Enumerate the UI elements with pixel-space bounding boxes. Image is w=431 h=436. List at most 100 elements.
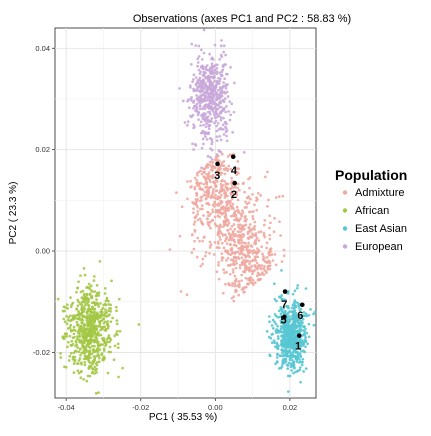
point-european [210,97,214,101]
point-admixture [241,235,245,239]
point-admixture [237,257,241,261]
point-european [210,142,214,146]
point-admixture [219,173,223,176]
point-african [103,286,107,290]
point-african [67,359,71,362]
point-admixture [196,173,199,177]
point-european [202,98,205,101]
point-admixture [223,215,227,218]
point-admixture [218,191,221,195]
point-admixture [254,255,258,258]
point-european [209,156,212,159]
point-admixture [191,201,195,204]
point-admixture [228,153,232,157]
point-african [108,307,111,310]
point-african [89,341,92,345]
point-east-asian [312,312,315,316]
point-european [193,89,197,92]
point-east-asian [289,346,293,350]
point-european [205,138,209,141]
point-african [78,334,82,338]
point-admixture [250,235,254,239]
point-admixture [266,205,269,208]
point-admixture [235,218,239,222]
point-african [93,358,96,362]
point-african [66,318,70,322]
point-african [116,346,120,350]
point-european [202,28,206,32]
point-admixture [240,273,244,277]
point-african [85,343,89,347]
point-east-asian [292,371,295,375]
point-african [137,323,141,326]
point-admixture [208,252,211,255]
point-african [93,310,96,314]
point-african [82,267,86,270]
point-admixture [226,155,230,158]
point-admixture [243,219,247,223]
point-admixture [246,236,250,240]
point-admixture [223,179,226,183]
point-admixture [237,280,241,283]
point-admixture [265,255,269,259]
point-admixture [268,226,271,230]
point-african [112,358,116,362]
point-african [71,357,75,361]
point-admixture [230,176,233,180]
point-admixture [233,282,237,286]
point-admixture [246,259,250,262]
point-african [70,339,74,343]
point-east-asian [286,367,290,370]
point-african [115,333,119,336]
point-european [203,96,207,99]
point-east-asian [304,312,308,316]
point-african [93,326,97,330]
point-east-asian [294,351,298,355]
point-european [200,146,204,150]
point-east-asian [293,366,296,370]
point-european [214,116,218,119]
point-european [197,68,201,72]
point-african [104,329,108,332]
point-admixture [245,217,248,221]
point-admixture [233,274,237,278]
point-european [213,113,216,117]
point-african [84,332,88,336]
point-admixture [236,171,240,174]
point-european [197,44,201,48]
point-admixture [247,254,250,258]
point-admixture [266,267,270,271]
point-african [93,356,97,360]
point-admixture [192,207,195,211]
point-admixture [273,253,277,256]
point-african [110,279,113,283]
point-east-asian [284,309,287,313]
point-admixture [230,296,234,300]
point-east-asian [283,320,286,323]
point-african [67,340,70,344]
point-african [65,334,69,338]
point-admixture [204,164,208,168]
point-european [228,118,232,122]
point-admixture [243,270,247,274]
point-admixture [202,236,206,239]
point-european [188,84,192,88]
point-admixture [226,229,230,232]
point-admixture [263,219,267,222]
point-admixture [260,245,263,249]
point-east-asian [298,347,302,351]
point-east-asian [300,339,304,342]
point-east-asian [282,354,286,358]
point-european [207,124,211,128]
point-african [100,337,104,340]
point-east-asian [271,332,274,336]
point-admixture [231,262,235,266]
point-east-asian [299,380,302,384]
point-admixture [218,196,222,199]
point-african [104,299,108,303]
point-european [197,55,201,58]
point-east-asian [283,357,287,361]
annotation-label-1: 1 [295,340,301,352]
point-european [200,58,204,61]
point-african [69,328,73,332]
